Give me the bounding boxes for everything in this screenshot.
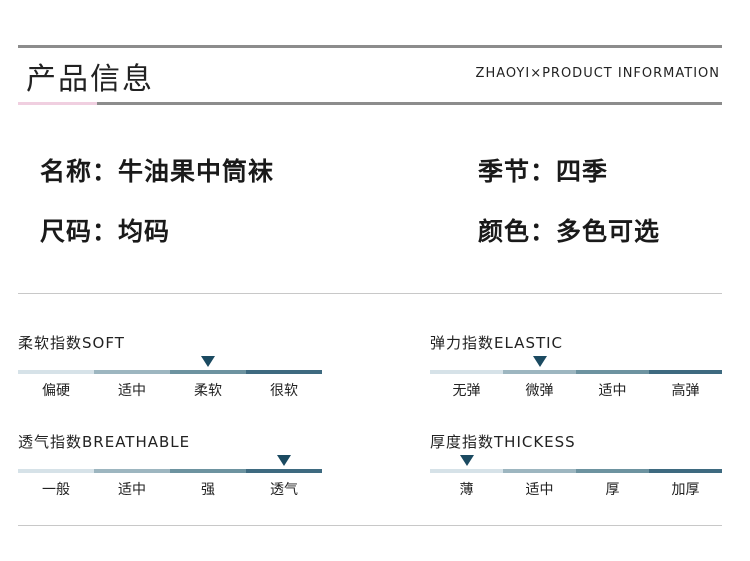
divider — [18, 525, 722, 526]
gauge-bar — [430, 370, 722, 374]
gauge-segment — [18, 469, 94, 473]
header-rule — [97, 102, 722, 105]
gauge-level-label: 强 — [201, 482, 215, 498]
accent-rule — [18, 102, 97, 105]
gauge-segment — [503, 370, 576, 374]
gauge-label: 透气指数BREATHABLE — [18, 433, 191, 451]
spec-season: 季节：四季 — [478, 157, 609, 186]
gauge-bar — [430, 469, 722, 473]
gauge-levels: 无弹 微弹 适中 高弹 — [430, 380, 722, 400]
gauge-levels: 一般 适中 强 透气 — [18, 479, 322, 499]
gauge-bar — [18, 469, 322, 473]
gauge-level-label: 透气 — [270, 482, 298, 498]
gauge-segment — [246, 370, 322, 374]
gauge-level-label: 无弹 — [452, 383, 481, 399]
gauge-segment — [576, 469, 649, 473]
gauge-segment — [430, 370, 503, 374]
gauge-segment — [170, 370, 246, 374]
spec-size: 尺码：均码 — [40, 217, 171, 246]
gauge-label: 柔软指数SOFT — [18, 334, 125, 352]
gauge-levels: 薄 适中 厚 加厚 — [430, 479, 722, 499]
gauge-level-label: 厚 — [605, 482, 620, 498]
page-title: 产品信息 — [26, 62, 154, 97]
level-marker-icon — [459, 455, 474, 466]
level-marker-icon — [277, 455, 291, 466]
gauge-label: 弹力指数ELASTIC — [430, 334, 564, 352]
top-rule — [18, 45, 722, 48]
level-marker-icon — [532, 356, 547, 367]
gauge-segment — [576, 370, 649, 374]
gauge-level-label: 微弹 — [525, 383, 554, 399]
gauge-level-label: 薄 — [459, 482, 474, 498]
gauge-segment — [649, 469, 722, 473]
gauge-segment — [18, 370, 94, 374]
spec-color: 颜色：多色可选 — [478, 217, 661, 246]
gauge-level-label: 适中 — [598, 383, 627, 399]
gauge-segment — [503, 469, 576, 473]
gauge-level-label: 适中 — [118, 383, 146, 399]
gauge-level-label: 适中 — [118, 482, 146, 498]
gauge-segment — [170, 469, 246, 473]
gauge-level-label: 高弹 — [671, 383, 700, 399]
gauge-segment — [430, 469, 503, 473]
gauge-segment — [94, 469, 170, 473]
gauge-levels: 偏硬 适中 柔软 很软 — [18, 380, 322, 400]
gauge-level-label: 适中 — [525, 482, 554, 498]
gauge-bar — [18, 370, 322, 374]
gauge-level-label: 加厚 — [671, 482, 700, 498]
gauge-level-label: 柔软 — [194, 383, 222, 399]
gauge-segment — [649, 370, 722, 374]
gauge-label: 厚度指数THICKESS — [430, 433, 576, 451]
spec-name: 名称：牛油果中筒袜 — [40, 157, 275, 186]
page-subtitle: ZHAOYI×PRODUCT INFORMATION — [475, 66, 720, 81]
gauge-segment — [94, 370, 170, 374]
divider — [18, 293, 722, 294]
level-marker-icon — [201, 356, 215, 367]
gauge-segment — [246, 469, 322, 473]
gauge-level-label: 很软 — [270, 383, 298, 399]
gauge-level-label: 偏硬 — [42, 383, 70, 399]
gauge-level-label: 一般 — [42, 482, 70, 498]
